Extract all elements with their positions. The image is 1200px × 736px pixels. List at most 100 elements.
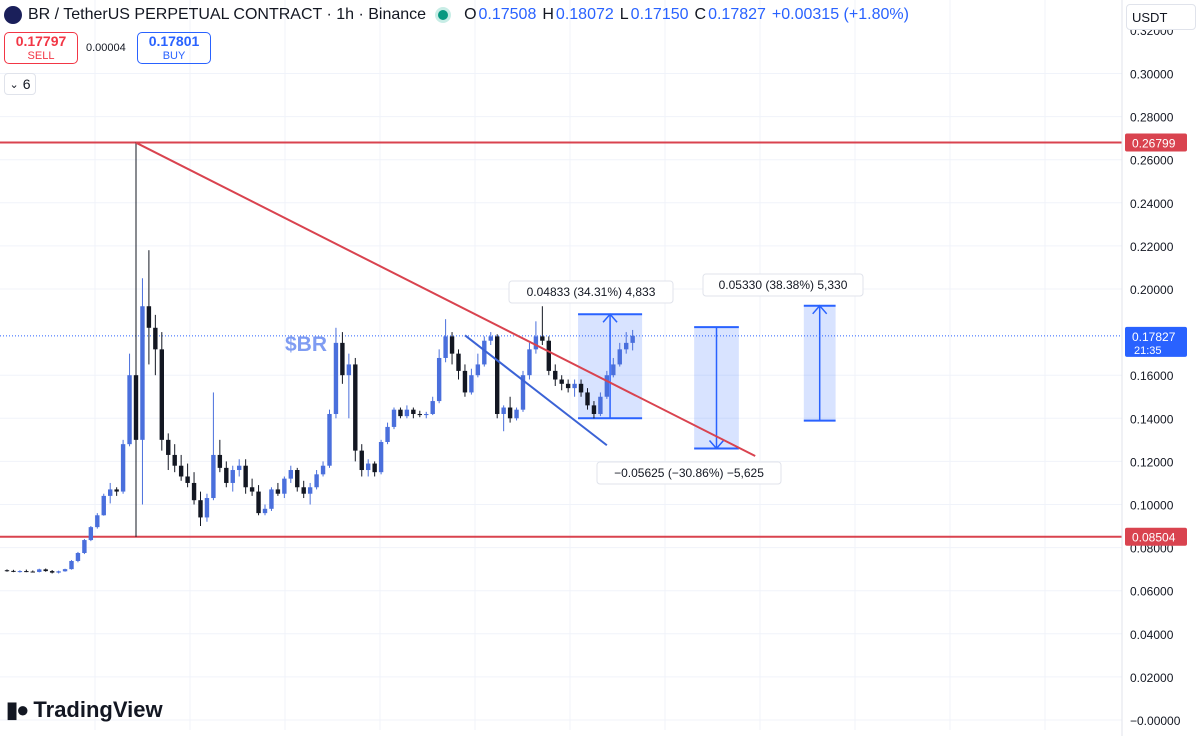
candle bbox=[572, 383, 577, 389]
candle bbox=[340, 342, 345, 376]
candle bbox=[366, 463, 371, 471]
level-price-label: 0.08504 bbox=[1132, 531, 1176, 545]
candle bbox=[462, 370, 468, 393]
candle bbox=[617, 349, 622, 365]
candle bbox=[153, 327, 158, 350]
indicators-count: 6 bbox=[22, 76, 31, 92]
candle bbox=[372, 463, 377, 473]
candle bbox=[611, 364, 616, 376]
symbol-title[interactable]: BR / TetherUS PERPETUAL CONTRACT · 1h · … bbox=[28, 6, 427, 23]
trendline-blue bbox=[464, 334, 608, 447]
price-tick-label: 0.30000 bbox=[1130, 68, 1174, 82]
candle bbox=[301, 487, 306, 494]
candle bbox=[114, 489, 119, 492]
candle bbox=[624, 342, 629, 350]
candle bbox=[140, 306, 145, 440]
buy-button[interactable]: 0.17801 BUY bbox=[137, 32, 211, 64]
trendline-red bbox=[135, 141, 756, 457]
price-tick-label: −0.00000 bbox=[1130, 714, 1181, 728]
candle bbox=[288, 470, 293, 479]
candle bbox=[211, 454, 216, 499]
candle bbox=[591, 405, 597, 414]
candle bbox=[527, 349, 532, 376]
candle bbox=[398, 409, 403, 417]
candle bbox=[88, 527, 94, 541]
tradingview-mark-icon: ▮● bbox=[6, 697, 29, 722]
candle bbox=[178, 465, 184, 477]
candle bbox=[108, 489, 113, 496]
price-tick-label: 0.16000 bbox=[1130, 369, 1174, 383]
candle bbox=[507, 407, 513, 419]
candle bbox=[49, 571, 55, 573]
candle bbox=[237, 465, 242, 471]
last-price-tag bbox=[1125, 326, 1187, 357]
candle bbox=[269, 489, 274, 509]
buy-label: BUY bbox=[162, 50, 186, 62]
candle bbox=[204, 498, 210, 518]
close-label: C bbox=[694, 6, 707, 23]
measure-arrowhead bbox=[708, 439, 725, 450]
candle bbox=[436, 357, 442, 402]
candle bbox=[11, 570, 16, 572]
level-price-tag bbox=[1125, 527, 1187, 546]
price-tick-label: 0.28000 bbox=[1130, 111, 1174, 125]
candle bbox=[598, 396, 603, 414]
measure-label-box bbox=[596, 461, 782, 485]
candle bbox=[56, 571, 61, 573]
indicators-toggle-button[interactable]: ⌄ 6 bbox=[4, 73, 36, 95]
open-value: 0.17508 bbox=[478, 6, 537, 23]
candle bbox=[333, 342, 339, 414]
candle bbox=[243, 465, 248, 488]
candle bbox=[417, 413, 422, 416]
candle bbox=[495, 336, 500, 414]
chart-header: BR / TetherUS PERPETUAL CONTRACT · 1h · … bbox=[0, 0, 909, 30]
candle bbox=[449, 336, 455, 354]
candle bbox=[540, 336, 545, 341]
currency-select[interactable]: USDT bbox=[1126, 4, 1196, 30]
open-label: O bbox=[464, 6, 477, 23]
candle bbox=[75, 552, 81, 561]
level-price-tag bbox=[1125, 133, 1187, 152]
candle bbox=[224, 467, 229, 483]
price-tick-label: 0.04000 bbox=[1130, 628, 1174, 642]
candle bbox=[95, 515, 100, 528]
candle bbox=[307, 487, 313, 494]
candle bbox=[62, 569, 68, 572]
candle bbox=[69, 560, 74, 570]
candle bbox=[37, 569, 42, 572]
candle bbox=[514, 409, 519, 419]
price-tick-label: 0.10000 bbox=[1130, 499, 1174, 513]
price-tick-label: 0.24000 bbox=[1130, 197, 1174, 211]
measure-label: −0.05625 (−30.86%) −5,625 bbox=[614, 466, 764, 480]
change-value: +0.00315 (+1.80%) bbox=[771, 6, 909, 23]
candle bbox=[172, 454, 177, 466]
candle bbox=[475, 364, 481, 376]
candle bbox=[469, 375, 474, 393]
candle bbox=[456, 353, 461, 371]
candle bbox=[520, 375, 526, 410]
candle bbox=[159, 349, 164, 440]
candle bbox=[488, 336, 493, 341]
candle bbox=[282, 478, 287, 494]
candle bbox=[24, 571, 29, 573]
candle bbox=[146, 306, 152, 328]
currency-value: USDT bbox=[1132, 9, 1168, 25]
candle bbox=[578, 383, 584, 393]
candle bbox=[198, 500, 203, 518]
buy-price: 0.17801 bbox=[148, 33, 200, 49]
sell-button[interactable]: 0.17797 SELL bbox=[4, 32, 78, 64]
sell-price: 0.17797 bbox=[15, 33, 67, 49]
candle bbox=[533, 336, 539, 350]
candle bbox=[101, 495, 106, 516]
candle bbox=[553, 370, 558, 380]
measure-arrowhead bbox=[602, 313, 618, 323]
candle bbox=[565, 383, 571, 389]
candle bbox=[501, 407, 506, 414]
candle bbox=[82, 540, 87, 553]
low-label: L bbox=[619, 6, 629, 23]
candle bbox=[359, 450, 364, 471]
price-tick-label: 0.22000 bbox=[1130, 240, 1174, 254]
candle bbox=[353, 364, 358, 451]
annotation-label: $BR bbox=[285, 333, 327, 356]
